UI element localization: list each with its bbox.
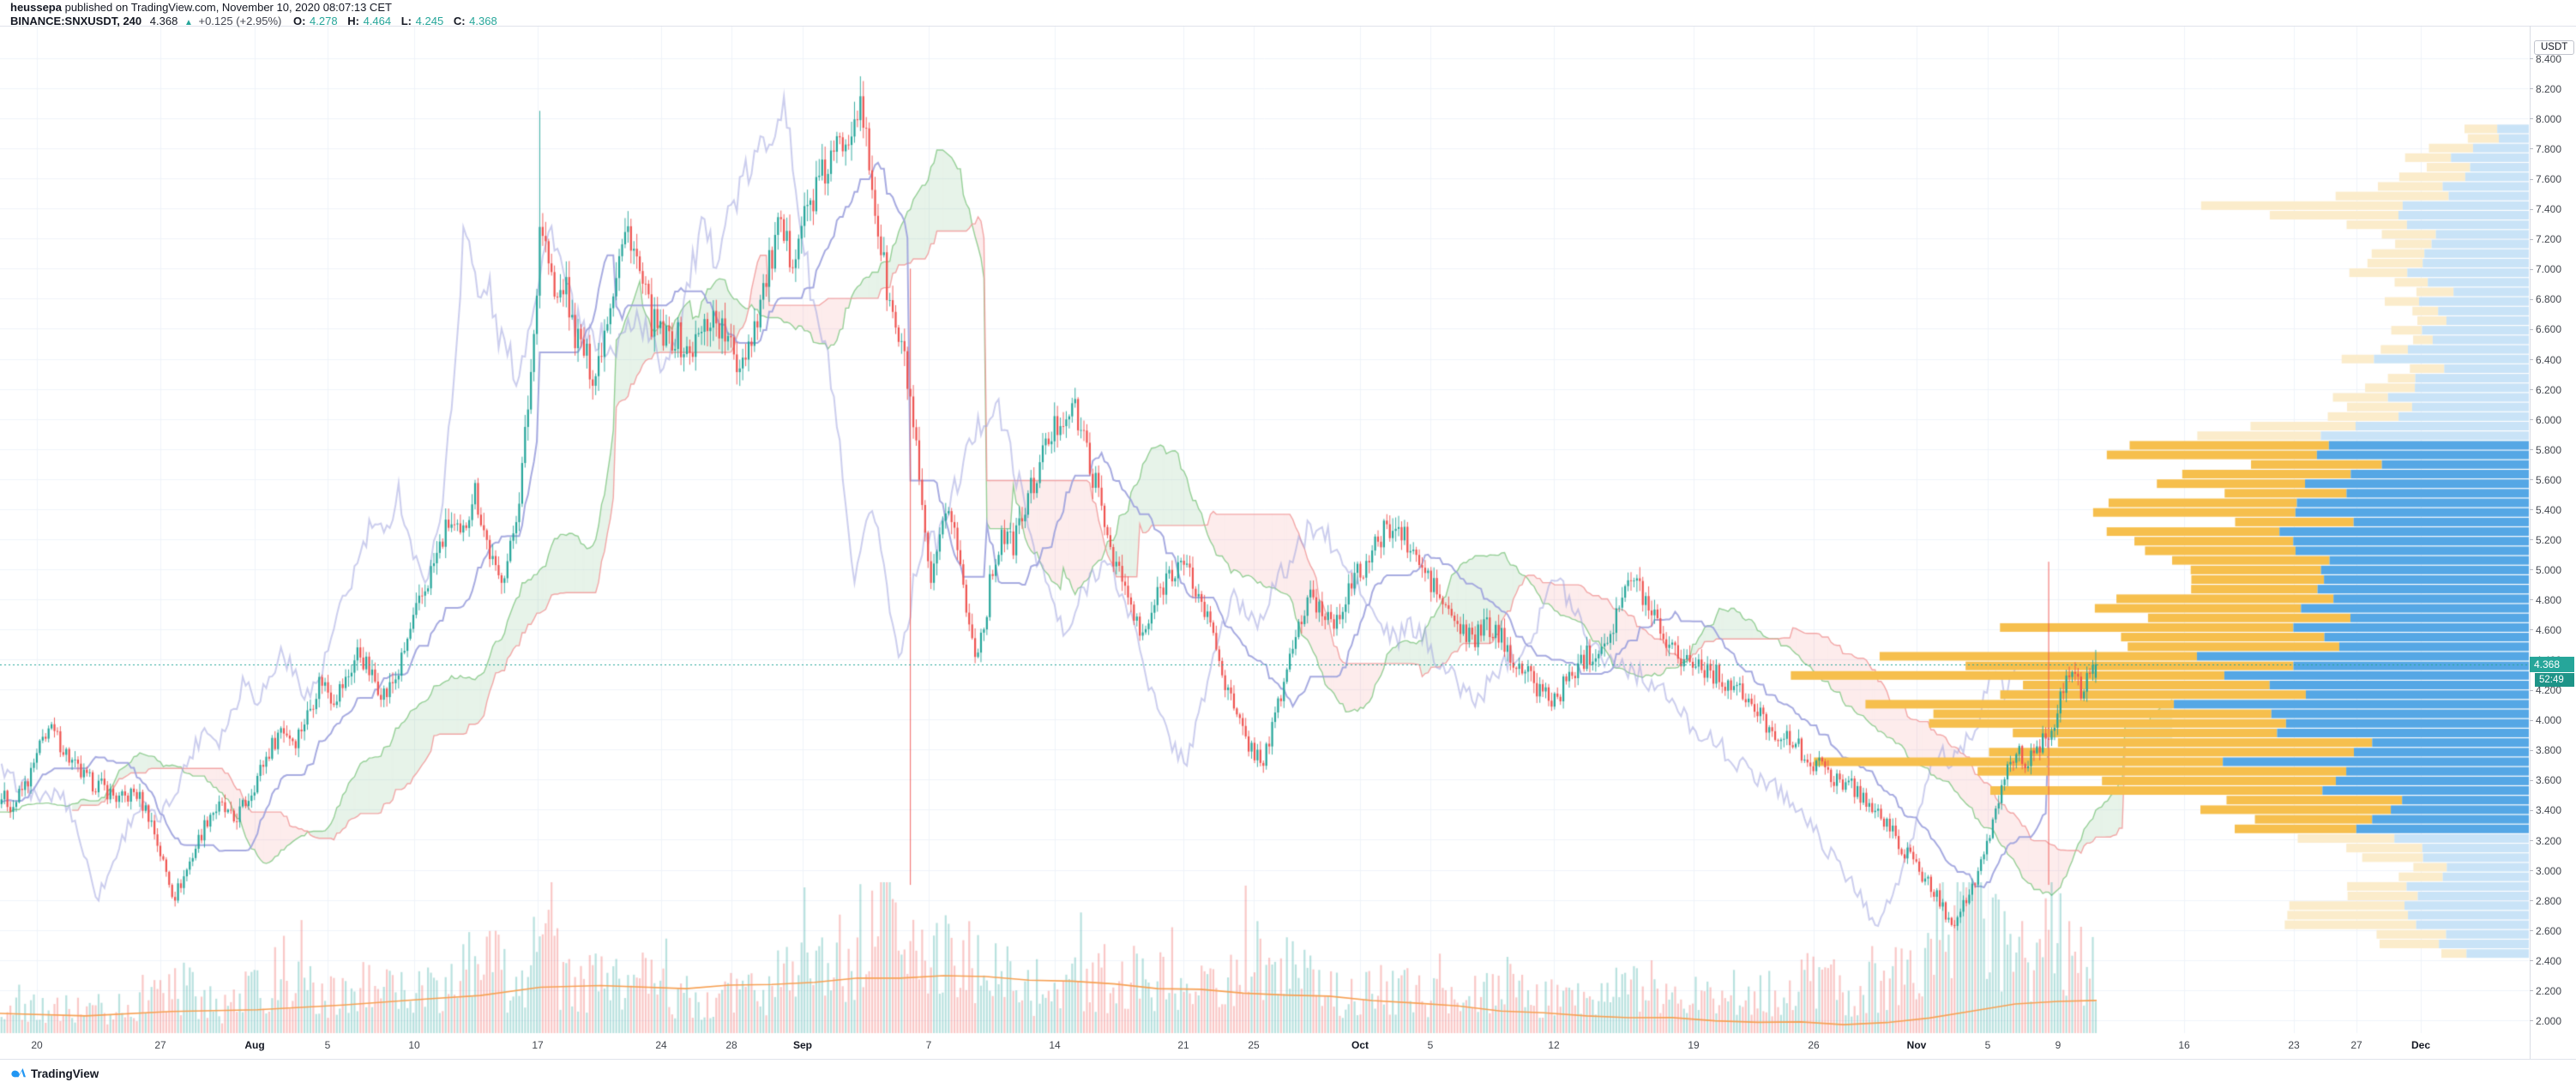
time-tick-label: Sep <box>792 1039 813 1051</box>
time-tick-label: 27 <box>154 1039 166 1051</box>
time-tick-label: 19 <box>1688 1039 1700 1051</box>
low-value: 4.245 <box>415 15 444 27</box>
time-tick-label: 16 <box>2178 1039 2190 1051</box>
price-tick-label: 7.200 <box>2530 232 2561 245</box>
price-tick-label: 3.800 <box>2530 743 2561 756</box>
last-price: 4.368 <box>149 15 178 27</box>
price-tick-label: 3.400 <box>2530 803 2561 816</box>
time-tick-label: Nov <box>1906 1039 1927 1051</box>
time-tick-label: 10 <box>408 1039 420 1051</box>
chart-header: heussepa published on TradingView.com, N… <box>10 2 504 29</box>
price-tick-label: 5.400 <box>2530 503 2561 516</box>
price-tick-label: 8.000 <box>2530 112 2561 125</box>
price-tick-label: 2.000 <box>2530 1014 2561 1027</box>
price-axis[interactable]: USDT 8.400 8.200 8.000 7.800 7.600 7.400 7.200… <box>2530 26 2576 1033</box>
price-tick-label: 2.400 <box>2530 954 2561 967</box>
price-tick-label: 5.600 <box>2530 473 2561 486</box>
price-tick-label: 2.800 <box>2530 894 2561 906</box>
price-tick-label: 6.800 <box>2530 292 2561 305</box>
time-tick-label: 17 <box>532 1039 544 1051</box>
publish-info: published on TradingView.com, November 1… <box>61 1 392 14</box>
tradingview-logo-icon <box>11 1067 26 1077</box>
price-tick-label: 5.800 <box>2530 443 2561 456</box>
author-name: heussepa <box>10 1 62 14</box>
price-tick-label: 7.800 <box>2530 142 2561 155</box>
bar-countdown-badge: 52:49 <box>2535 672 2574 687</box>
price-tick-label: 8.200 <box>2530 82 2561 95</box>
open-label: O: <box>292 15 306 27</box>
plot-top-border <box>0 26 2576 27</box>
time-tick-label: 27 <box>2350 1039 2362 1051</box>
time-tick-label: 28 <box>725 1039 737 1051</box>
price-tick-label: 6.600 <box>2530 322 2561 335</box>
price-tick-label: 3.600 <box>2530 773 2561 786</box>
time-tick-label: 23 <box>2288 1039 2300 1051</box>
time-tick-label: 5 <box>324 1039 331 1051</box>
price-tick-label: 2.200 <box>2530 984 2561 997</box>
time-tick-label: Aug <box>244 1039 265 1051</box>
price-tick-label: 6.400 <box>2530 353 2561 365</box>
price-tick-label: 4.800 <box>2530 593 2561 606</box>
publish-line: heussepa published on TradingView.com, N… <box>10 2 504 14</box>
price-tick-label: 4.000 <box>2530 713 2561 726</box>
time-tick-label: 24 <box>655 1039 667 1051</box>
price-tick-label: 6.200 <box>2530 383 2561 395</box>
symbol-title: BINANCE:SNXUSDT, 240 <box>10 15 142 27</box>
price-tick-label: 5.200 <box>2530 533 2561 546</box>
time-tick-label: 26 <box>1808 1039 1820 1051</box>
price-tick-label: 8.400 <box>2530 52 2561 65</box>
price-tick-label: 4.600 <box>2530 623 2561 636</box>
low-label: L: <box>400 15 412 27</box>
time-axis-border <box>0 1059 2576 1060</box>
price-tick-label: 3.200 <box>2530 834 2561 846</box>
open-value: 4.278 <box>310 15 338 27</box>
time-tick-label: Oct <box>1351 1039 1369 1051</box>
time-tick-label: 9 <box>2055 1039 2061 1051</box>
tradingview-brand-text: TradingView <box>31 1067 99 1080</box>
price-axis-border <box>2530 26 2531 1059</box>
price-tick-label: 7.400 <box>2530 202 2561 215</box>
time-tick-label: 7 <box>925 1039 932 1051</box>
time-tick-label: 5 <box>1984 1039 1991 1051</box>
close-value: 4.368 <box>469 15 497 27</box>
close-label: C: <box>453 15 466 27</box>
time-axis[interactable]: 20 27 Aug 5 10 17 24 28 Sep 7 14 21 25 Oct 5 12 19 26 Nov 5… <box>0 1033 2530 1059</box>
time-tick-label: 25 <box>1248 1039 1260 1051</box>
up-arrow-icon: ▲ <box>184 18 193 27</box>
price-change: +0.125 (+2.95%) <box>198 15 282 27</box>
price-tick-label: 2.600 <box>2530 924 2561 937</box>
currency-unit-toggle[interactable]: USDT <box>2534 40 2575 55</box>
price-tick-label: 7.600 <box>2530 172 2561 185</box>
high-value: 4.464 <box>363 15 392 27</box>
time-tick-label: 5 <box>1427 1039 1434 1051</box>
price-tick-label: 4.200 <box>2530 683 2561 696</box>
symbol-line: BINANCE:SNXUSDT, 240 4.368 ▲ +0.125 (+2.… <box>10 15 504 29</box>
time-tick-label: 12 <box>1548 1039 1560 1051</box>
price-tick-label: 7.000 <box>2530 262 2561 275</box>
time-tick-label: 21 <box>1177 1039 1189 1051</box>
price-tick-label: 3.000 <box>2530 864 2561 876</box>
current-price-badge: 4.368 <box>2530 656 2574 672</box>
time-tick-label: Dec <box>2410 1039 2431 1051</box>
price-tick-label: 5.000 <box>2530 563 2561 576</box>
price-tick-label: 6.000 <box>2530 413 2561 425</box>
time-tick-label: 20 <box>31 1039 43 1051</box>
high-label: H: <box>347 15 359 27</box>
tradingview-attribution[interactable]: TradingView <box>10 1065 99 1082</box>
time-tick-label: 14 <box>1049 1039 1061 1051</box>
